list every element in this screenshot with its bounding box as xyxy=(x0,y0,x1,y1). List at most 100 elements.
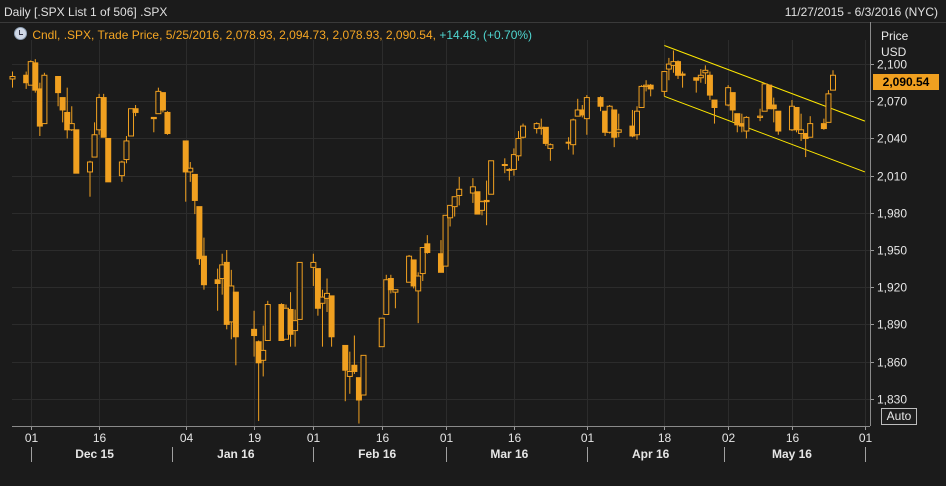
candle xyxy=(702,65,709,84)
candle xyxy=(351,335,358,374)
price-tick-label: 2,070 xyxy=(877,95,907,109)
date-tick-label: 18 xyxy=(658,431,672,445)
candle xyxy=(633,106,640,140)
candle xyxy=(456,176,463,206)
candle-body-up xyxy=(520,125,527,138)
candle xyxy=(91,122,98,158)
candle xyxy=(807,116,814,138)
candle-body-up xyxy=(570,119,577,146)
candle-body-up xyxy=(419,247,426,275)
candle-body-up xyxy=(292,320,299,332)
candle-body-up xyxy=(533,123,540,130)
candle xyxy=(260,325,267,377)
candle-body-down xyxy=(328,295,335,338)
candle xyxy=(515,131,522,161)
date-tick-label: 01 xyxy=(307,431,321,445)
zoom-icon[interactable] xyxy=(14,27,27,40)
candle xyxy=(314,268,321,316)
price-tick-label: 1,950 xyxy=(877,244,907,258)
candle-body-down xyxy=(100,97,107,138)
candle-body-up xyxy=(830,74,836,91)
candle xyxy=(200,237,207,290)
candle-body-up xyxy=(825,93,832,123)
candle xyxy=(734,113,741,133)
candle xyxy=(378,317,385,348)
candle xyxy=(105,137,112,183)
candle-body-down xyxy=(196,206,203,260)
candle xyxy=(73,129,80,174)
candle xyxy=(469,178,476,203)
month-label: Dec 15 xyxy=(75,447,114,461)
candle xyxy=(319,289,326,347)
date-tick-label: 01 xyxy=(859,431,873,445)
candle-body-up xyxy=(510,154,517,170)
candle-body-up xyxy=(260,349,267,361)
price-axis-title: Price xyxy=(881,29,909,43)
candle xyxy=(251,310,258,357)
price-tick-label: 1,980 xyxy=(877,207,907,221)
candle xyxy=(392,289,399,309)
candle-body-up xyxy=(68,123,75,131)
date-axis: 01 16 04 19 01 16 01 16 01 18 02 16 01 Dec 15 Jan 16 Fe… xyxy=(12,426,872,462)
candle-body-up xyxy=(743,116,750,132)
candle-body-down xyxy=(351,364,358,372)
price-tick-label: 2,040 xyxy=(877,132,907,146)
candle xyxy=(711,99,718,124)
date-tick-label: 04 xyxy=(180,431,194,445)
candle xyxy=(387,274,394,294)
candle-body-up xyxy=(91,134,98,158)
candle-body-down xyxy=(693,77,700,81)
date-tick-label: 16 xyxy=(93,431,107,445)
candle-body-down xyxy=(214,279,221,284)
candle-body-down xyxy=(232,291,239,338)
candle-body-down xyxy=(770,104,777,110)
date-tick-label: 16 xyxy=(376,431,390,445)
candle-body-down xyxy=(200,255,207,286)
candle xyxy=(510,148,517,176)
candle xyxy=(830,70,836,91)
candle xyxy=(128,108,135,137)
candle-body-up xyxy=(665,63,672,70)
candle xyxy=(296,261,303,320)
trend-channel xyxy=(664,45,866,173)
candle-body-up xyxy=(264,304,271,341)
date-tick-label: 01 xyxy=(581,431,595,445)
candle xyxy=(86,160,93,197)
auto-scale-button[interactable]: Auto xyxy=(881,408,917,425)
candle xyxy=(825,90,832,123)
candle-body-down xyxy=(150,116,157,120)
month-label: Apr 16 xyxy=(632,447,670,461)
candle xyxy=(483,180,490,226)
candle-body-up xyxy=(456,188,463,196)
price-tick-label: 1,830 xyxy=(877,393,907,407)
candle-body-up xyxy=(798,129,805,135)
candle xyxy=(214,268,221,311)
candle xyxy=(451,196,458,217)
candle-body-up xyxy=(360,354,367,396)
date-tick-label: 02 xyxy=(722,431,736,445)
candle xyxy=(597,96,604,112)
candle xyxy=(501,158,508,174)
candle-body-up xyxy=(638,85,645,108)
candle-body-down xyxy=(775,110,782,132)
candle xyxy=(64,87,71,139)
candle xyxy=(196,206,203,265)
candle-body-down xyxy=(424,243,431,253)
candle xyxy=(447,204,454,227)
candle-body-down xyxy=(679,73,686,76)
candle-body-up xyxy=(702,69,709,74)
candle xyxy=(346,351,353,394)
candle xyxy=(419,247,426,281)
candle xyxy=(665,57,672,81)
candle-body-down xyxy=(182,140,189,173)
candle-body-down xyxy=(542,126,549,144)
candle-body-up xyxy=(118,161,125,177)
candle xyxy=(638,85,645,108)
candle-body-down xyxy=(793,106,800,131)
candle-body-up xyxy=(123,140,130,161)
candle-body-down xyxy=(820,123,827,130)
candle-body-down xyxy=(105,137,112,183)
candle-body-down xyxy=(32,62,39,91)
candle xyxy=(55,76,62,107)
